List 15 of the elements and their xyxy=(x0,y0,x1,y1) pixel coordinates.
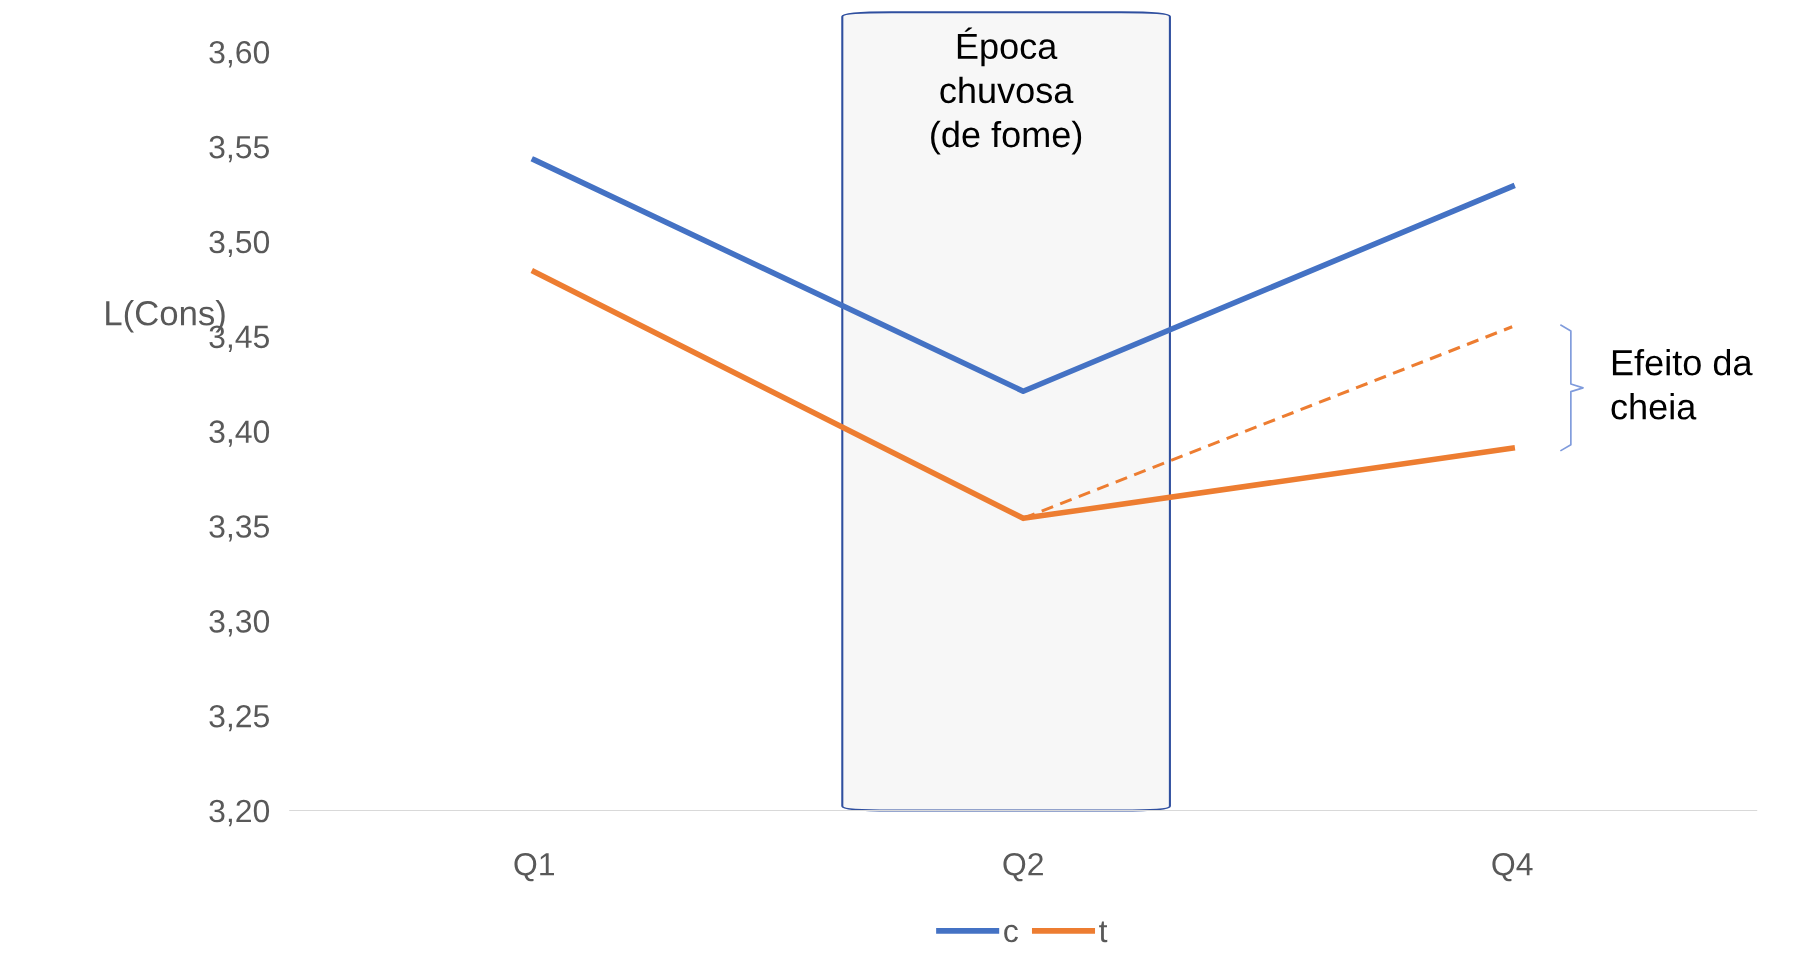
band-label: Época chuvosa (de fome) xyxy=(931,27,1082,155)
y-tick-label: 3,30 xyxy=(209,610,270,637)
x-tick-label: Q4 xyxy=(1492,852,1533,882)
legend-label: t xyxy=(1099,921,1108,943)
annotation: Efeito da cheia xyxy=(1611,348,1753,420)
x-tick-label: Q2 xyxy=(1003,852,1043,882)
y-tick-label: 3,60 xyxy=(209,41,270,68)
x-tick-label: Q1 xyxy=(514,852,554,882)
legend-label: c xyxy=(1004,924,1018,943)
y-tick-label: 3,20 xyxy=(209,799,270,827)
y-tick-label: 3,55 xyxy=(209,135,269,163)
y-tick-label: 3,50 xyxy=(209,230,270,258)
y-tick-label: 3,35 xyxy=(209,515,269,542)
y-tick-label: 3,25 xyxy=(209,704,269,732)
y-tick-label: 3,40 xyxy=(209,420,270,447)
